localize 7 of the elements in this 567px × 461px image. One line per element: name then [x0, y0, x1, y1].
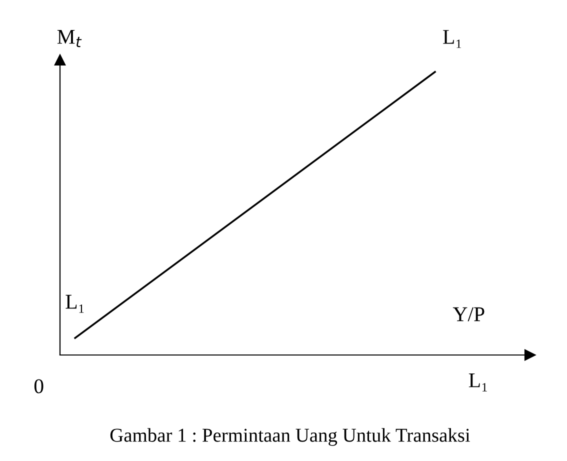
x-axis-title: Y/P: [452, 307, 484, 322]
text: L₁: [443, 30, 462, 48]
text: Gambar 1 : Permintaan Uang Untuk Transaksi: [110, 428, 470, 446]
y-axis-title: M$_{t}$: [57, 30, 82, 48]
text: 0: [34, 379, 44, 394]
annotation: L₁: [66, 294, 84, 313]
text: L₁: [468, 374, 487, 392]
